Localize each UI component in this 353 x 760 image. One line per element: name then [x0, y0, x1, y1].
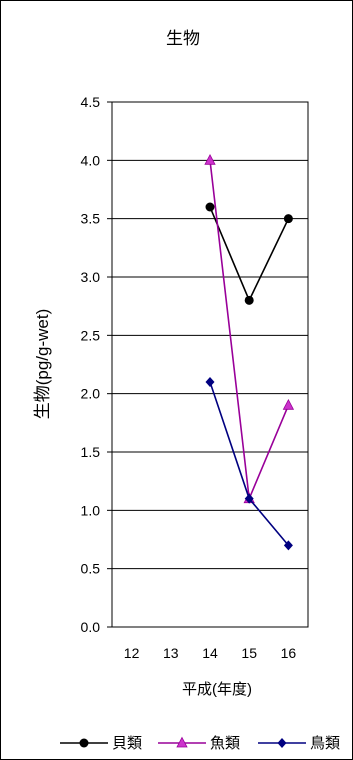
y-tick-label: 2.5: [81, 327, 101, 343]
x-tick-label: 14: [202, 645, 218, 661]
data-point: [204, 153, 216, 165]
legend-marker: [176, 736, 188, 748]
legend-label: 鳥類: [310, 734, 340, 752]
x-tick-label: 16: [281, 645, 297, 661]
series-line: [209, 206, 290, 303]
series-diamond: [205, 377, 293, 551]
x-tick-label: 12: [124, 645, 140, 661]
legend-marker: [79, 738, 89, 748]
data-point: [283, 540, 293, 551]
y-axis-ticks: 0.0 0.5 1.0 1.5 2.0 2.5 3.0 3.5 4.0 4.5: [81, 94, 112, 635]
y-tick-label: 1.5: [81, 444, 101, 460]
series-line: [209, 160, 290, 502]
x-axis-ticks: 12 13 14 15 16: [124, 645, 297, 661]
y-tick-label: 0.0: [81, 619, 101, 635]
legend-label: 魚類: [210, 735, 240, 752]
y-tick-label: 3.5: [81, 211, 101, 227]
y-tick-label: 2.0: [81, 386, 101, 402]
y-tick-label: 3.0: [81, 269, 101, 285]
y-tick-label: 4.0: [81, 152, 101, 168]
series-triangle: [204, 153, 295, 504]
grid-lines: [112, 101, 308, 628]
data-point: [244, 295, 254, 305]
data-point: [282, 398, 295, 410]
x-tick-label: 13: [163, 645, 179, 661]
data-point: [205, 202, 215, 212]
data-point: [205, 377, 215, 387]
legend-item: 鳥類: [258, 734, 340, 752]
data-point: [283, 214, 293, 224]
series-circle: [205, 202, 293, 305]
y-axis-label: 生物(pg/g-wet): [33, 309, 52, 420]
legend-item: 貝類: [60, 735, 142, 752]
y-tick-label: 0.5: [81, 561, 101, 577]
legend: 貝類 魚類 鳥類: [60, 734, 340, 752]
legend-label: 貝類: [112, 735, 142, 752]
series-group: [204, 153, 295, 551]
x-axis-label: 平成(年度): [182, 681, 252, 698]
chart-title: 生物: [166, 29, 200, 48]
series-line: [209, 381, 290, 546]
y-tick-label: 1.0: [81, 502, 101, 518]
plot-area: [111, 101, 309, 628]
data-point: [244, 493, 254, 504]
legend-marker: [277, 738, 287, 748]
x-tick-label: 15: [241, 645, 257, 661]
legend-item: 魚類: [158, 735, 240, 752]
y-tick-label: 4.5: [81, 94, 101, 110]
